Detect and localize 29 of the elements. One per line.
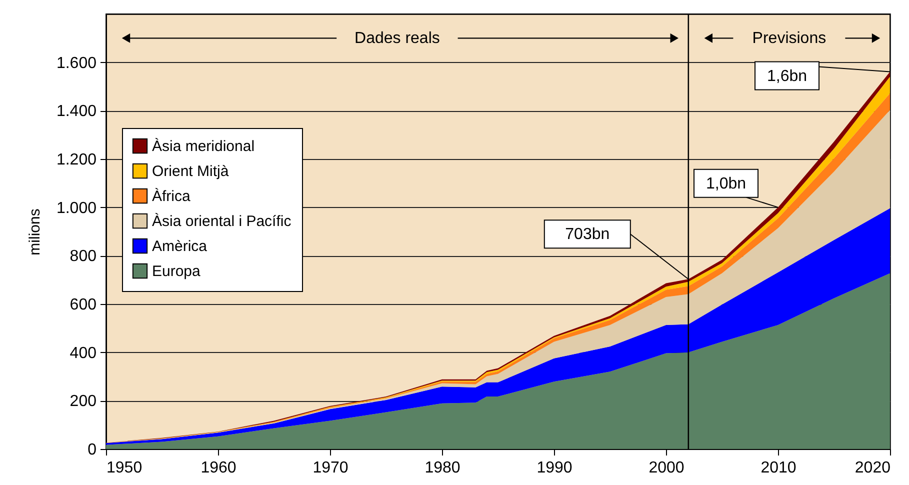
y-axis-title: milions [26, 208, 44, 256]
x-tick-label: 1960 [200, 460, 236, 476]
y-tick-label: 1.400 [56, 103, 97, 120]
x-tick-label: 1990 [536, 460, 572, 476]
legend-label: Àsia meridional [152, 137, 255, 155]
y-tick-label: 200 [70, 393, 97, 410]
x-tick-label: 1980 [424, 460, 460, 476]
y-tick-label: 600 [70, 296, 97, 314]
annotation: Dades reals [354, 30, 440, 48]
legend-label: Àsia oriental i Pacífic [152, 212, 292, 230]
x-tick-label: 1950 [106, 460, 142, 476]
x-tick-label: 2010 [760, 460, 796, 476]
y-tick-label: 400 [70, 344, 97, 362]
y-tick-label: 1.600 [56, 54, 97, 72]
annotation: Previsions [752, 30, 826, 48]
x-tick-label: 2020 [854, 460, 891, 476]
annotation: 1,6bn [766, 68, 808, 85]
legend-label: Amèrica [152, 238, 208, 255]
legend-label: Europa [152, 263, 202, 280]
legend-label: Orient Mitjà [152, 163, 230, 180]
y-tick-label: 1.000 [56, 200, 97, 217]
x-tick-label: 2000 [648, 460, 684, 476]
y-tick-label: 800 [70, 248, 97, 266]
y-tick-label: 0 [88, 442, 97, 458]
legend-label: Àfrica [152, 187, 191, 205]
annotation: 703bn [565, 226, 610, 244]
annotation: 1,0bn [706, 175, 746, 192]
x-tick-label: 1970 [312, 460, 348, 476]
y-tick-label: 1.200 [56, 152, 97, 168]
